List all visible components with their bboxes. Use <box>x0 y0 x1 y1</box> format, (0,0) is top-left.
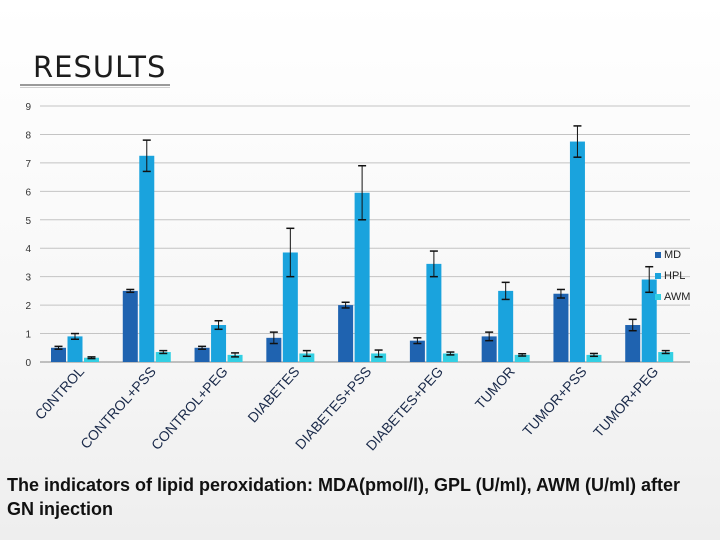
legend-label-md: MD <box>664 248 682 261</box>
legend-item-awm: AWM <box>655 286 690 307</box>
legend-swatch-hpl <box>655 272 661 279</box>
figure-caption: The indicators of lipid peroxidation: MD… <box>7 475 680 519</box>
bar-md <box>51 347 66 362</box>
bar-md <box>194 347 210 362</box>
x-tick-label: C0NTROL <box>32 363 88 422</box>
bar-md <box>553 293 569 362</box>
y-tick-label: 5 <box>25 216 31 227</box>
y-tick-label: 1 <box>25 330 31 341</box>
x-tick-label: TUMOR+PEG <box>590 363 661 440</box>
bar-hpl <box>354 192 370 362</box>
y-tick-label: 6 <box>25 187 31 198</box>
bar-hpl <box>211 325 227 362</box>
y-tick-label: 2 <box>25 301 31 312</box>
bar-awm <box>514 354 530 362</box>
page-title: RESULTS <box>33 50 167 84</box>
legend-item-md: MD <box>655 244 690 265</box>
x-tick-label: DIABETES+PSS <box>292 363 374 452</box>
bar-awm <box>299 353 315 362</box>
bar-md <box>481 336 497 362</box>
x-tick-label: CONTROL+PSS <box>77 363 159 451</box>
title-underline-shadow <box>20 87 170 88</box>
x-tick-label: TUMOR+PSS <box>519 363 589 439</box>
bar-hpl <box>139 155 155 362</box>
bar-awm <box>658 352 674 362</box>
y-tick-label: 3 <box>25 273 31 284</box>
bar-awm <box>442 353 458 362</box>
legend-label-hpl: HPL <box>664 269 686 282</box>
y-tick-label: 7 <box>25 159 31 170</box>
title-underline <box>20 84 170 86</box>
bar-hpl <box>282 252 298 362</box>
bar-awm <box>84 357 99 362</box>
legend-swatch-awm <box>655 293 661 300</box>
bar-hpl <box>498 290 514 362</box>
bar-awm <box>586 354 602 362</box>
bar-md <box>625 325 641 362</box>
bar-md <box>122 290 138 362</box>
bar-md <box>338 305 354 362</box>
bar-md <box>409 340 425 362</box>
y-tick-label: 9 <box>25 102 31 113</box>
x-tick-label: DIABETES+PEG <box>363 363 446 453</box>
bar-hpl <box>641 279 657 362</box>
x-tick-label: CONTROL+PEG <box>148 363 231 453</box>
x-tick-label: DIABETES <box>244 363 302 425</box>
bar-hpl <box>67 336 83 362</box>
bar-awm <box>227 354 243 362</box>
x-tick-label: TUMOR <box>472 363 518 412</box>
bar-awm <box>155 352 171 362</box>
y-tick-label: 8 <box>25 130 31 141</box>
legend-item-hpl: HPL <box>655 265 690 286</box>
bar-hpl <box>426 263 442 362</box>
chart-legend: MD HPL AWM <box>655 244 690 307</box>
bar-hpl <box>569 141 585 362</box>
y-tick-label: 4 <box>25 244 31 255</box>
y-tick-label: 0 <box>25 358 31 369</box>
bar-awm <box>371 353 387 362</box>
legend-swatch-md <box>655 251 661 258</box>
legend-label-awm: AWM <box>664 290 691 303</box>
